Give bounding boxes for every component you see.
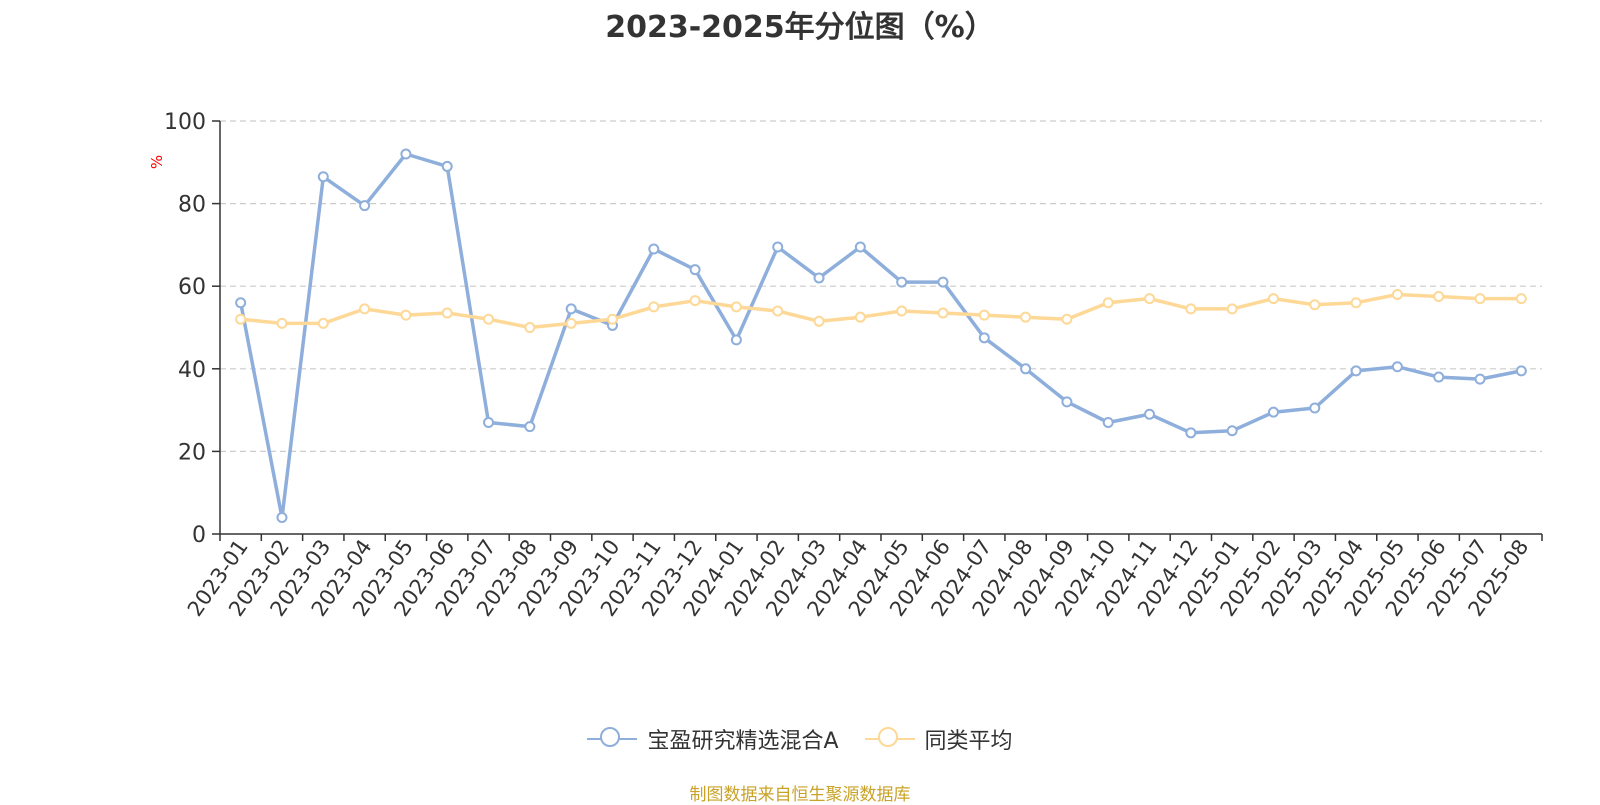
data-point-s1-17	[937, 307, 949, 319]
data-point-s0-10	[648, 243, 660, 255]
data-point-s1-0	[235, 313, 247, 325]
data-point-s0-28	[1391, 361, 1403, 373]
data-point-s0-16	[896, 276, 908, 288]
legend: 宝盈研究精选混合A 同类平均	[0, 722, 1600, 756]
data-point-s1-21	[1102, 297, 1114, 309]
series-line-1	[238, 292, 1524, 330]
data-point-s1-13	[772, 305, 784, 317]
data-point-s1-6	[483, 313, 495, 325]
data-point-s0-7	[524, 421, 536, 433]
data-point-s0-14	[813, 272, 825, 284]
data-point-s0-19	[1020, 363, 1032, 375]
data-point-s0-21	[1102, 416, 1114, 428]
data-point-s0-23	[1185, 427, 1197, 439]
line-chart: 0 20 40 60 80 100% 2023-012023-022023-032023-…	[148, 110, 1543, 621]
data-point-s0-8	[565, 303, 577, 315]
data-point-s0-4	[400, 148, 412, 160]
data-point-s0-11	[689, 264, 701, 276]
data-point-s1-4	[400, 309, 412, 321]
data-point-s0-17	[937, 276, 949, 288]
data-point-s1-1	[276, 317, 288, 329]
data-point-s0-18	[978, 332, 990, 344]
data-point-s0-12	[730, 334, 742, 346]
legend-label: 宝盈研究精选混合A	[647, 729, 839, 754]
data-point-s1-29	[1433, 291, 1445, 303]
data-point-s1-16	[896, 305, 908, 317]
data-point-s0-13	[772, 241, 784, 253]
data-point-s1-18	[978, 309, 990, 321]
data-point-s0-20	[1061, 396, 1073, 408]
x-axis-labels: 2023-012023-022023-032023-042023-052023-…	[183, 535, 1534, 621]
data-point-s1-20	[1061, 313, 1073, 325]
legend-marker-icon	[864, 726, 915, 752]
data-point-s0-2	[317, 171, 329, 183]
y-tick-label: 80	[178, 193, 206, 218]
data-point-s1-9	[606, 313, 618, 325]
data-point-s0-24	[1226, 425, 1238, 437]
data-point-s1-7	[524, 322, 536, 333]
data-point-s1-19	[1020, 311, 1032, 323]
data-point-s0-1	[276, 511, 288, 523]
y-axis-labels: 0 20 40 60 80 100%	[148, 110, 206, 548]
series-line-0	[238, 152, 1524, 520]
data-point-s1-28	[1391, 288, 1403, 300]
data-point-s1-24	[1226, 303, 1238, 315]
legend-item-1[interactable]: 同类平均	[864, 723, 1013, 755]
y-tick-label: 20	[178, 440, 206, 465]
data-point-s1-23	[1185, 303, 1197, 315]
data-point-s0-31	[1515, 365, 1527, 377]
data-point-s1-25	[1267, 293, 1279, 305]
data-point-s1-31	[1515, 293, 1527, 305]
data-point-s0-0	[235, 297, 247, 309]
axes	[212, 120, 1543, 541]
data-point-s1-15	[854, 311, 866, 323]
data-point-s1-27	[1350, 297, 1362, 309]
data-point-s1-10	[648, 301, 660, 313]
gridlines	[220, 120, 1542, 452]
data-point-s1-26	[1309, 299, 1321, 311]
data-point-s0-22	[1144, 408, 1156, 420]
data-point-s0-15	[854, 241, 866, 253]
legend-label: 同类平均	[924, 729, 1013, 754]
data-point-s1-2	[317, 317, 329, 329]
data-point-s1-22	[1144, 293, 1156, 305]
y-tick-label: 40	[178, 358, 206, 383]
data-point-s1-14	[813, 315, 825, 327]
chart-title: 2023-2025年分位图（%）	[605, 10, 995, 45]
data-point-s0-3	[359, 200, 371, 212]
data-point-s0-27	[1350, 365, 1362, 377]
data-point-s0-30	[1474, 373, 1486, 385]
y-tick-label: 100	[164, 110, 206, 135]
series-lines	[235, 148, 1527, 523]
data-point-s0-26	[1309, 402, 1321, 414]
data-point-s0-29	[1433, 371, 1445, 383]
data-point-s0-25	[1267, 406, 1279, 418]
legend-item-0[interactable]: 宝盈研究精选混合A	[587, 723, 839, 755]
data-point-s1-11	[689, 295, 701, 307]
data-point-s1-8	[565, 317, 577, 329]
legend-marker-icon	[587, 726, 638, 752]
data-point-s1-30	[1474, 293, 1486, 305]
data-point-s1-3	[359, 303, 371, 315]
y-tick-label: 60	[178, 275, 206, 300]
data-point-s1-5	[441, 307, 453, 319]
y-tick-label: 0	[192, 523, 206, 548]
data-point-s0-5	[441, 160, 453, 172]
y-axis-unit-label: %	[148, 155, 166, 169]
data-point-s0-6	[483, 416, 495, 428]
data-point-s1-12	[730, 301, 742, 313]
source-note: 制图数据来自恒生聚源数据库	[689, 785, 911, 805]
